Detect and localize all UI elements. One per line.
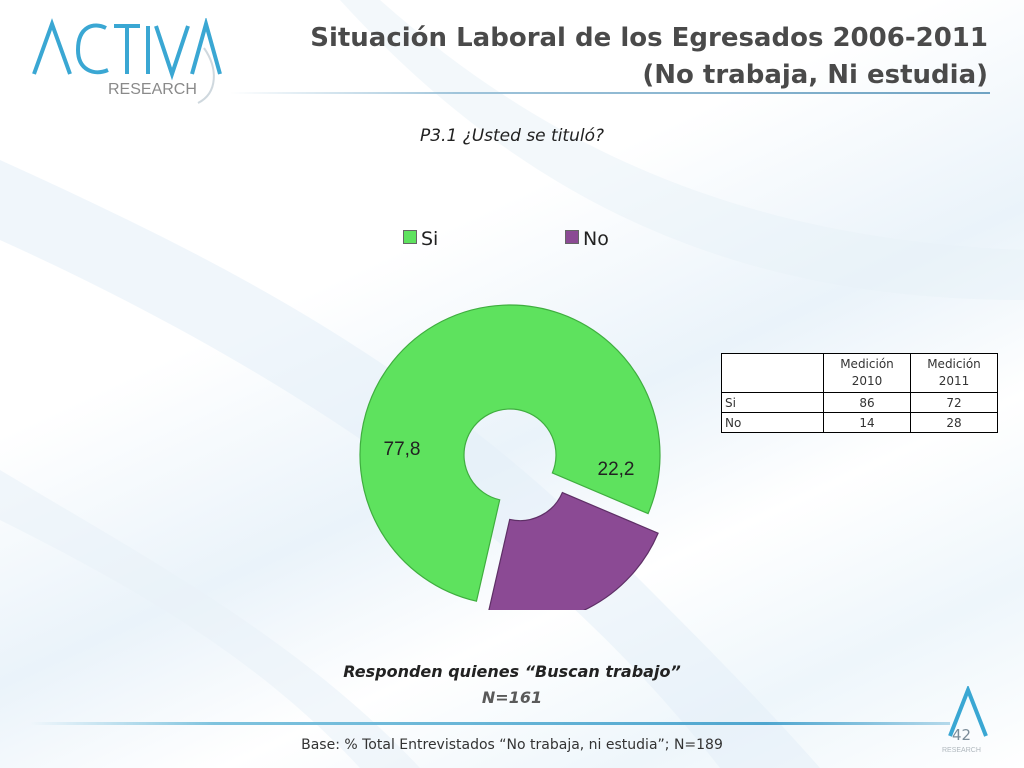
table-header-row: Medición 2010 Medición 2011 — [721, 353, 998, 393]
table-header-empty — [721, 353, 824, 393]
page-number: 42 — [952, 726, 972, 744]
page-title: Situación Laboral de los Egresados 2006-… — [310, 20, 988, 94]
chart-title: P3.1 ¿Usted se tituló? — [419, 126, 605, 146]
respondent-note: Responden quienes “Buscan trabajo” — [343, 662, 681, 681]
footer-divider — [30, 722, 950, 725]
table-header-2010: Medición 2010 — [823, 353, 911, 393]
footer-logo: RESEARCH — [942, 686, 988, 754]
table-cell: 86 — [823, 392, 911, 413]
activa-research-logo: RESEARCH — [32, 18, 222, 104]
legend-label-si: Si — [421, 228, 439, 250]
legend-item-no: No — [565, 228, 609, 250]
legend-item-si: Si — [403, 228, 438, 250]
data-label-si: 77,8 — [384, 439, 421, 460]
pie-slice-no — [488, 491, 659, 610]
donut-chart: 77,8 22,2 — [359, 304, 661, 610]
table-row-label: No — [721, 412, 824, 433]
pie-slice-si — [359, 304, 661, 602]
table-row: Si 86 72 — [721, 392, 998, 413]
legend-swatch-no — [565, 230, 579, 244]
table-cell: 14 — [823, 412, 911, 433]
sample-size-note: N=161 — [481, 688, 543, 707]
table-cell: 28 — [910, 412, 998, 433]
base-note: Base: % Total Entrevistados “No trabaja,… — [301, 737, 723, 753]
table-row: No 14 28 — [721, 412, 998, 433]
title-line-2: (No trabaja, Ni estudia) — [642, 60, 988, 90]
legend-label-no: No — [583, 228, 609, 250]
table-row-label: Si — [721, 392, 824, 413]
title-line-1: Situación Laboral de los Egresados 2006-… — [310, 23, 988, 53]
table-cell: 72 — [910, 392, 998, 413]
legend-swatch-si — [403, 230, 417, 244]
measurement-table: Medición 2010 Medición 2011 Si 86 72 No … — [721, 353, 998, 433]
data-label-no: 22,2 — [598, 459, 635, 480]
logo-subtext: RESEARCH — [108, 81, 197, 98]
footer-logo-text: RESEARCH — [942, 747, 981, 754]
table-header-2011: Medición 2011 — [910, 353, 998, 393]
title-divider — [230, 92, 990, 94]
